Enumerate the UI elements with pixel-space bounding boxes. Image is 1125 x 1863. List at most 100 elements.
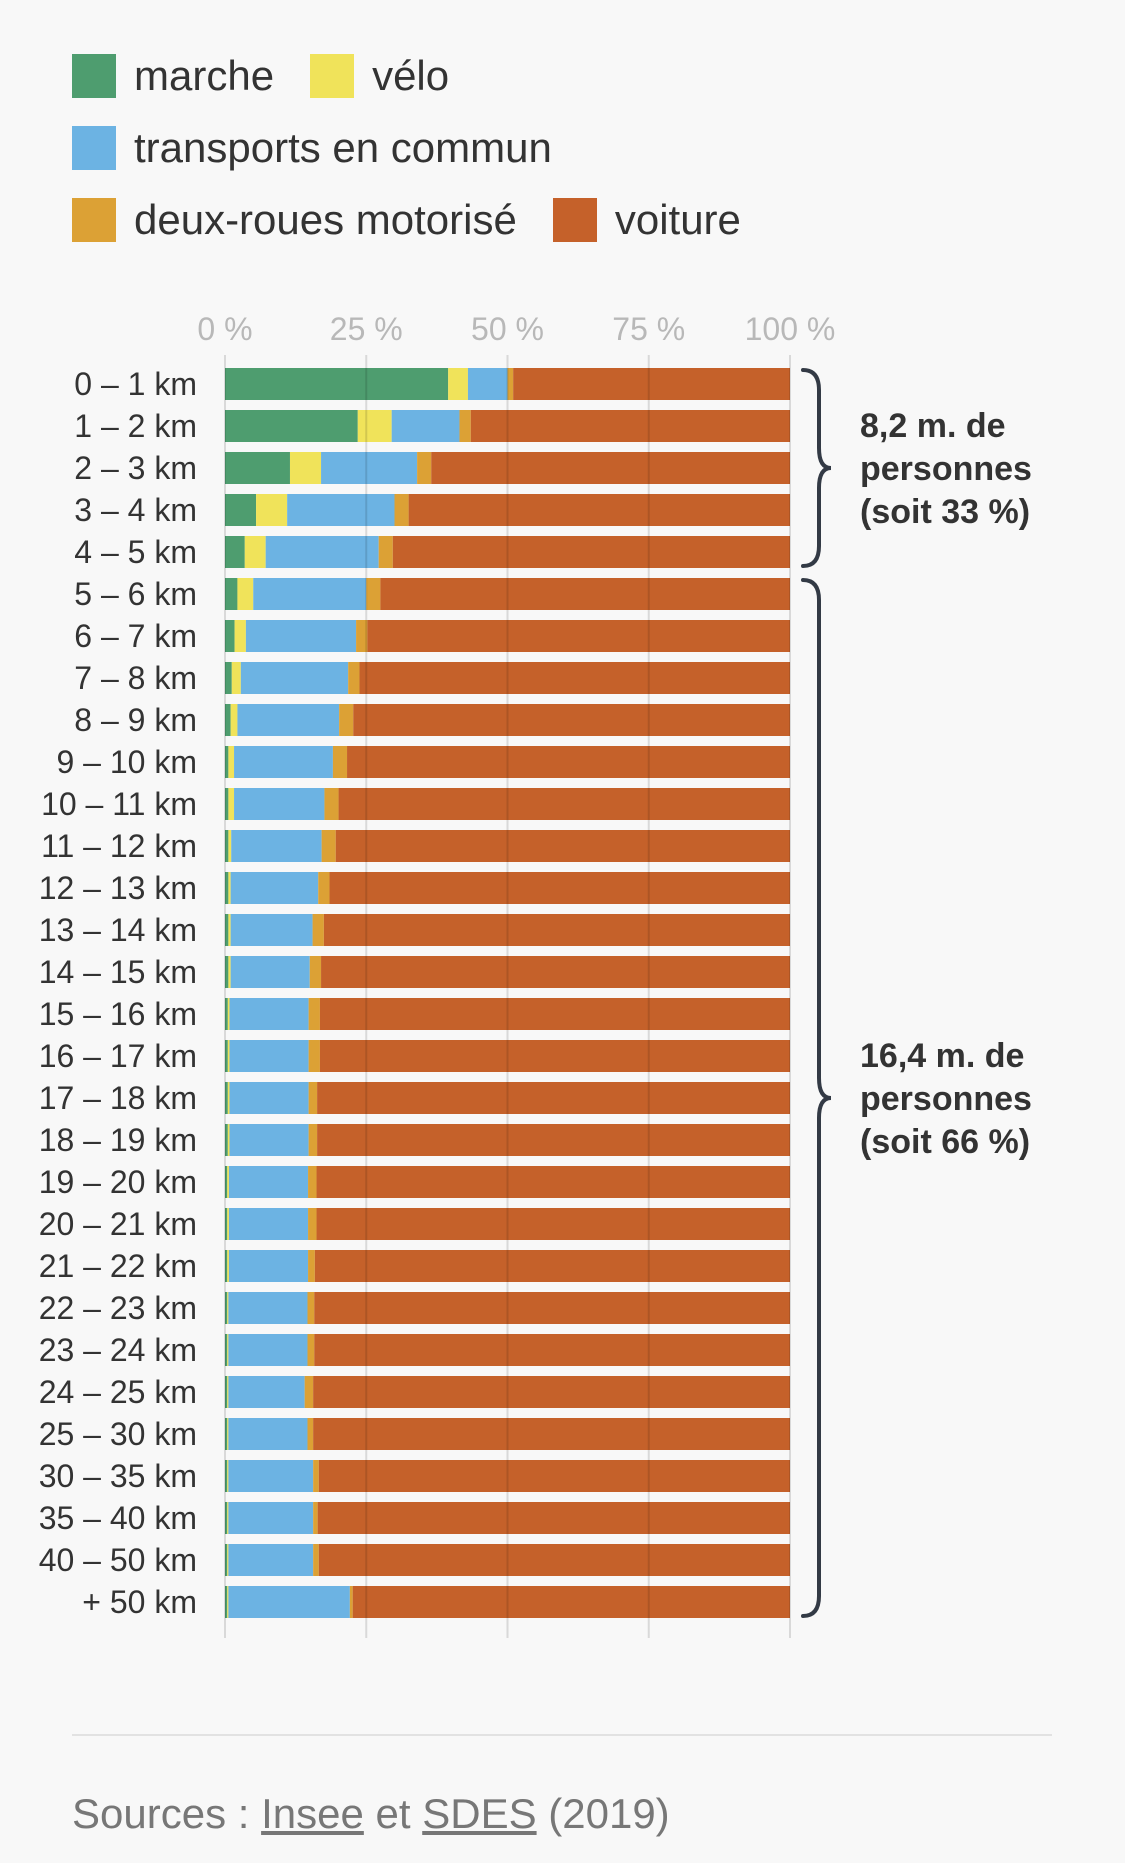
bar-segment-transports-en-commun: [228, 1586, 350, 1618]
legend-item-deux-roues: deux-roues motorisé: [72, 196, 517, 244]
bar-segment-deux-roues-motorise: [321, 830, 336, 862]
legend-swatch-deux-roues: [72, 198, 116, 242]
category-label: 11 – 12 km: [41, 828, 197, 864]
category-label: 2 – 3 km: [74, 450, 197, 486]
bar-segment-deux-roues-motorise: [307, 1334, 315, 1366]
bar-segment-transports-en-commun: [228, 1544, 314, 1576]
bar-segment-marche: [225, 1208, 228, 1240]
bar-segment-marche: [225, 1418, 228, 1450]
source-link-insee[interactable]: Insee: [261, 1790, 364, 1837]
bar-segment-marche: [225, 998, 228, 1030]
category-label: 15 – 16 km: [39, 996, 197, 1032]
bar-segment-transports-en-commun: [230, 872, 319, 904]
bar-segment-velo: [227, 1502, 229, 1534]
bar-segment-transports-en-commun: [228, 1460, 314, 1492]
bar-segment-velo: [228, 746, 235, 778]
bar-segment-velo: [227, 1124, 230, 1156]
bar-segment-velo: [237, 578, 254, 610]
bar-segment-deux-roues-motorise: [417, 452, 432, 484]
bar-segment-velo: [227, 1334, 229, 1366]
bar-segment-velo: [448, 368, 468, 400]
bar-segment-marche: [225, 956, 229, 988]
bar-segment-voiture: [431, 452, 790, 484]
bar-segment-deux-roues-motorise: [339, 704, 354, 736]
bar-segment-marche: [225, 1586, 228, 1618]
annotation-text: personnes: [860, 450, 1032, 488]
bar-segment-transports-en-commun: [230, 914, 313, 946]
legend-item-voiture: voiture: [552, 196, 741, 244]
bar-segment-deux-roues-motorise: [313, 1502, 318, 1534]
bar-segment-velo: [227, 1250, 229, 1282]
legend-label-transports: transports en commun: [134, 124, 552, 171]
legend-label-velo: vélo: [372, 52, 450, 99]
bar-segment-transports-en-commun: [228, 1292, 308, 1324]
bar-segment-marche: [225, 578, 238, 610]
bar-segment-transports-en-commun: [230, 956, 310, 988]
bar-segment-deux-roues-motorise: [324, 788, 339, 820]
bar-segment-voiture: [313, 1418, 790, 1450]
bar-segment-velo: [228, 872, 231, 904]
bar-segment-marche: [225, 830, 229, 862]
bar-segment-deux-roues-motorise: [356, 620, 368, 652]
bar-segment-transports-en-commun: [234, 746, 333, 778]
bar-segment-marche: [225, 368, 449, 400]
source-suffix: (2019): [536, 1790, 670, 1837]
bar-segment-voiture: [316, 1208, 790, 1240]
legend-label-deux-roues: deux-roues motorisé: [134, 196, 517, 243]
annotation-text: (soit 66 %): [860, 1123, 1030, 1161]
bar-segment-velo: [227, 1166, 229, 1198]
source-link-sdes[interactable]: SDES: [422, 1790, 537, 1837]
bar-segment-velo: [244, 536, 266, 568]
bar-segment-transports-en-commun: [228, 1166, 309, 1198]
bar-segment-marche: [225, 1502, 228, 1534]
bar-segment-velo: [228, 914, 231, 946]
legend-swatch-voiture: [552, 198, 597, 242]
bar-segment-deux-roues-motorise: [313, 1460, 319, 1492]
bar-segment-voiture: [321, 956, 790, 988]
category-label: 40 – 50 km: [39, 1542, 197, 1578]
category-label: 3 – 4 km: [74, 492, 197, 528]
category-label: 17 – 18 km: [39, 1080, 197, 1116]
category-label: 18 – 19 km: [39, 1122, 197, 1158]
category-label: 20 – 21 km: [39, 1206, 197, 1242]
legend-swatch-transports: [72, 126, 116, 170]
source-middle: et: [363, 1790, 423, 1837]
bar-segment-deux-roues-motorise: [394, 494, 409, 526]
category-label: 8 – 9 km: [74, 702, 197, 738]
bar-segment-deux-roues-motorise: [308, 1208, 317, 1240]
legend-item-velo: vélo: [310, 52, 449, 100]
category-label: 12 – 13 km: [39, 870, 197, 906]
bar-segment-velo: [228, 788, 235, 820]
bar-segment-transports-en-commun: [321, 452, 418, 484]
bar-segment-velo: [227, 1376, 229, 1408]
bar-segment-voiture: [408, 494, 790, 526]
x-tick-label: 50 %: [471, 311, 544, 347]
bar-segment-velo: [227, 1460, 229, 1492]
bar-segment-voiture: [323, 914, 790, 946]
legend-label-voiture: voiture: [614, 196, 741, 243]
bar-segment-velo: [227, 1544, 229, 1576]
bar-segment-deux-roues-motorise: [308, 1250, 315, 1282]
category-label: 13 – 14 km: [39, 912, 197, 948]
x-tick-label: 100 %: [745, 311, 836, 347]
bar-segment-deux-roues-motorise: [308, 1124, 318, 1156]
bar-segment-marche: [225, 1124, 228, 1156]
legend: marche vélo transports en commun deux-ro…: [72, 40, 1072, 256]
bar-segment-transports-en-commun: [391, 410, 460, 442]
bar-segment-velo: [227, 998, 230, 1030]
bar-segment-deux-roues-motorise: [307, 1292, 315, 1324]
bar-segment-transports-en-commun: [237, 704, 340, 736]
category-label: 9 – 10 km: [56, 744, 197, 780]
category-label: 35 – 40 km: [39, 1500, 197, 1536]
source-prefix: Sources :: [72, 1790, 262, 1837]
bar-segment-transports-en-commun: [229, 1040, 309, 1072]
bar-segment-velo: [227, 1208, 229, 1240]
bar-segment-marche: [225, 1544, 228, 1576]
legend-swatch-velo: [310, 54, 355, 98]
category-label: + 50 km: [82, 1584, 197, 1620]
bar-segment-deux-roues-motorise: [313, 1544, 319, 1576]
category-label: 16 – 17 km: [39, 1038, 197, 1074]
category-label: 5 – 6 km: [74, 576, 197, 612]
annotation-text: 16,4 m. de: [860, 1037, 1024, 1075]
bar-segment-transports-en-commun: [245, 620, 357, 652]
